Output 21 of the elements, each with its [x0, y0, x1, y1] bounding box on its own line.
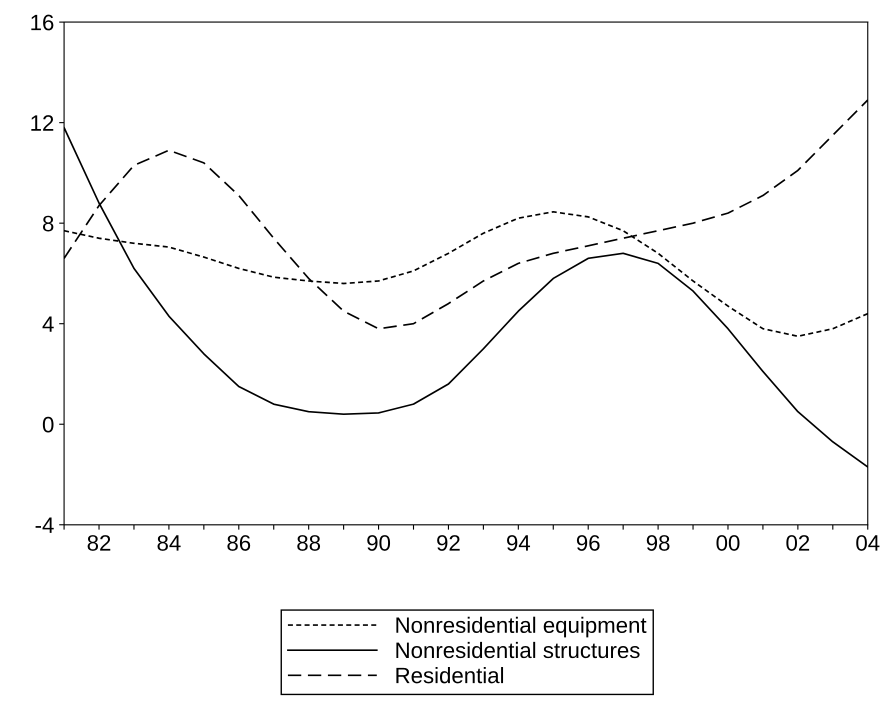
x-tick-label: 88 [297, 535, 320, 551]
x-tick-label: 96 [576, 535, 600, 551]
y-tick-label: 12 [31, 115, 54, 131]
legend-label: Nonresidential equipment [396, 616, 646, 638]
x-tick-label: 02 [786, 535, 810, 551]
legend-label: Nonresidential structures [396, 642, 640, 658]
x-tick-label: 04 [856, 535, 880, 551]
x-tick-label: 82 [88, 535, 110, 551]
x-tick-label: 84 [158, 535, 181, 551]
y-tick-label: -4 [36, 518, 54, 533]
y-tick-label: 4 [42, 316, 54, 332]
x-tick-label: 92 [437, 535, 460, 551]
y-tick-label: 8 [42, 216, 54, 232]
x-tick-label: 86 [227, 535, 250, 551]
x-tick-label: 90 [367, 535, 390, 551]
y-tick-label: 0 [42, 416, 54, 433]
legend-label: Residential [396, 667, 504, 684]
x-tick-label: 98 [646, 535, 670, 551]
x-tick-label: 94 [507, 535, 530, 551]
y-tick-label: 16 [31, 14, 54, 30]
x-tick-label: 00 [716, 535, 740, 551]
